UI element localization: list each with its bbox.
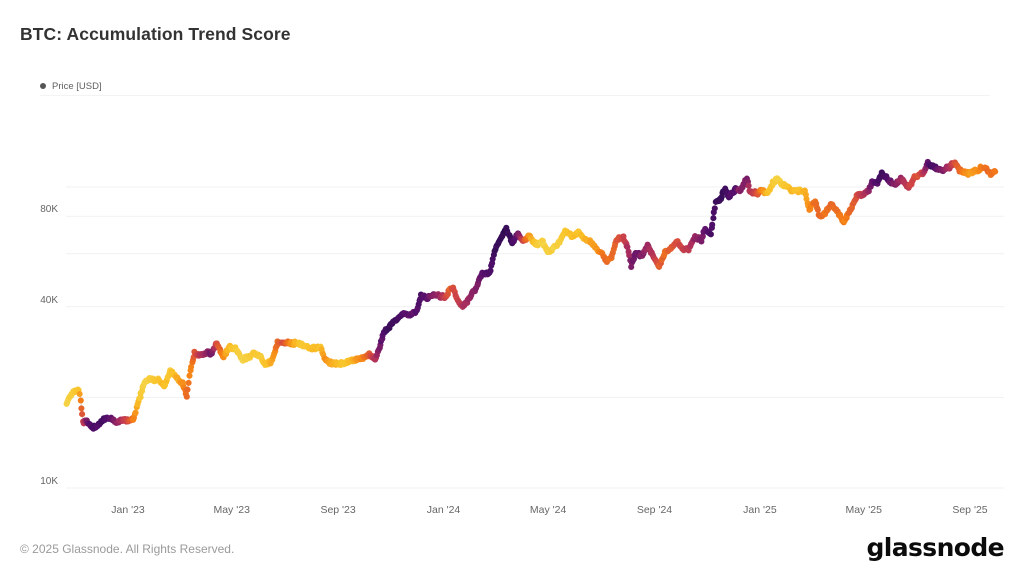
y-axis-labels: 10K 40K 80K — [40, 204, 58, 487]
y-tick-label: 10K — [40, 476, 58, 487]
legend-divider — [40, 95, 990, 96]
x-tick-label: May '24 — [530, 504, 567, 516]
x-axis-labels: Jan '23 May '23 Sep '23 Jan '24 May '24 Sep '… — [111, 504, 988, 516]
x-tick-label: Jan '24 — [427, 504, 461, 516]
x-tick-label: May '23 — [213, 504, 250, 516]
y-tick-label: 80K — [40, 204, 58, 215]
x-tick-label: Jan '25 — [743, 504, 777, 516]
price-dots — [63, 158, 999, 432]
x-tick-label: Sep '25 — [952, 504, 987, 516]
x-tick-label: Sep '24 — [637, 504, 672, 516]
glassnode-logo[interactable]: glassnode — [866, 533, 1004, 562]
page-title: BTC: Accumulation Trend Score — [20, 24, 291, 44]
x-tick-label: Sep '23 — [320, 504, 355, 516]
y-tick-label: 40K — [40, 295, 58, 306]
legend-label: Price [USD] — [52, 80, 102, 92]
x-tick-label: May '25 — [845, 504, 882, 516]
footer-copyright: © 2025 Glassnode. All Rights Reserved. — [20, 542, 235, 556]
gridlines — [66, 186, 1004, 489]
chart-legend: Price [USD] — [40, 79, 102, 93]
x-tick-label: Jan '23 — [111, 504, 145, 516]
price-series-dot-icon — [40, 83, 46, 89]
